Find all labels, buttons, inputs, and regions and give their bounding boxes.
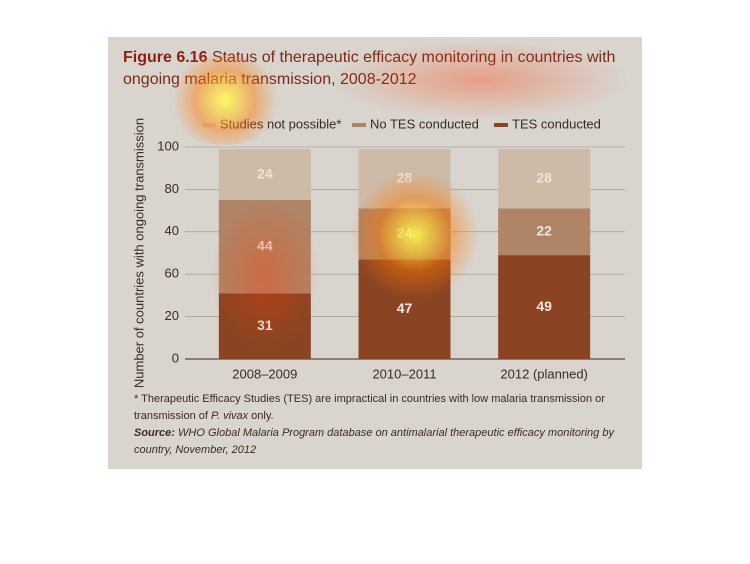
y-tick-label: 0 [172, 350, 179, 365]
data-label: 28 [397, 170, 413, 186]
data-label: 44 [257, 237, 273, 253]
footnote-text: only. [248, 410, 274, 422]
y-tick-label: 60 [165, 266, 179, 281]
data-label: 22 [536, 223, 552, 239]
y-axis-label: Number of countries with ongoing transmi… [131, 118, 146, 388]
data-label: 49 [536, 298, 552, 314]
y-tick-label: 80 [165, 181, 179, 196]
y-tick-label: 100 [157, 138, 179, 153]
data-label: 31 [257, 317, 273, 333]
notes: * Therapeutic Efficacy Studies (TES) are… [134, 391, 629, 459]
bar-segment [498, 208, 591, 256]
bar-segment [218, 293, 311, 359]
data-label: 24 [257, 165, 273, 181]
x-tick-label: 2012 (planned) [500, 366, 587, 381]
bar-segment [218, 200, 311, 294]
legend-swatch [352, 123, 366, 127]
legend-label: No TES conducted [370, 116, 479, 131]
x-tick-label: 2010–2011 [372, 366, 436, 381]
x-tick-label: 2008–2009 [232, 366, 297, 381]
footnote-text: * Therapeutic Efficacy Studies (TES) are… [134, 393, 605, 422]
footnote: * Therapeutic Efficacy Studies (TES) are… [134, 391, 629, 425]
data-label: 24 [397, 225, 413, 241]
source: Source: WHO Global Malaria Program datab… [134, 425, 629, 459]
y-tick-label: 20 [165, 308, 179, 323]
data-label: 28 [536, 170, 552, 186]
legend-label: TES conducted [512, 116, 601, 131]
bar-segment [218, 149, 311, 200]
data-label: 47 [397, 300, 413, 316]
source-text: WHO Global Malaria Program database on a… [134, 427, 614, 456]
footnote-species: P. vivax [211, 410, 249, 422]
legend-label: Studies not possible* [220, 116, 341, 131]
source-label: Source: [134, 427, 175, 439]
legend-swatch [202, 123, 216, 127]
bar-segment [498, 255, 591, 359]
legend-swatch [494, 123, 508, 127]
y-tick-label: 40 [165, 223, 179, 238]
bar-segment [498, 149, 591, 209]
